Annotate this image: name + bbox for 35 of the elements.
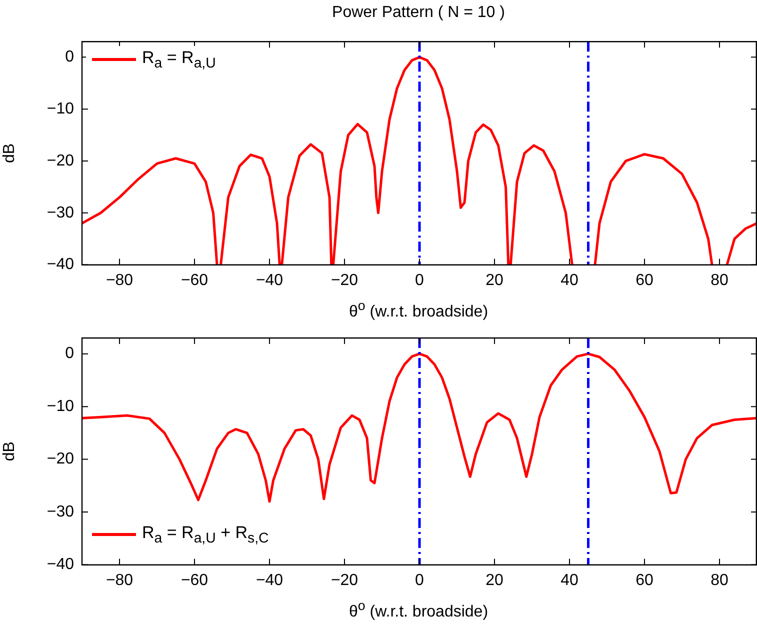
y-tick-label: −20 <box>46 450 74 468</box>
x-tick-label: 0 <box>415 272 424 289</box>
y-tick-label: −30 <box>46 204 74 222</box>
x-tick-label: −60 <box>180 572 208 589</box>
y-tick-label: −40 <box>46 256 74 274</box>
y-tick-label: −30 <box>46 503 74 520</box>
legend-label: R$_{a}$ = R$_{a,U}$ + R$_{s,C}$ <box>142 522 269 546</box>
x-tick-label: −80 <box>106 272 134 289</box>
x-tick-label: −80 <box>106 572 134 589</box>
x-tick-label: 0 <box>415 572 424 589</box>
y-tick-label: −40 <box>46 556 74 574</box>
x-tick-label: −60 <box>180 272 208 289</box>
x-tick-label: 80 <box>710 572 728 589</box>
y-tick-label: 0 <box>65 48 74 66</box>
legend-label: R$_{a}$ = R$_{a,U}$ <box>142 48 216 71</box>
x-tick-label: −40 <box>256 572 284 589</box>
x-tick-label: −40 <box>256 272 284 289</box>
y-tick-label: −20 <box>46 152 74 170</box>
y-tick-label: −10 <box>46 100 74 118</box>
x-tick-label: 40 <box>560 572 578 589</box>
chart-title: Power Pattern ( N = 10 ) <box>331 3 506 23</box>
y-axis-title: dB <box>1 442 18 462</box>
x-tick-label: 40 <box>560 272 578 289</box>
x-tick-label: 60 <box>636 272 654 289</box>
x-axis-title: θ$^{o}$ (w.r.t. broadside) <box>348 597 490 620</box>
y-axis-title: dB <box>1 143 18 163</box>
x-tick-label: 20 <box>486 572 504 589</box>
x-tick-label: 20 <box>486 272 504 289</box>
x-tick-label: 80 <box>710 272 728 289</box>
x-tick-label: 60 <box>636 572 654 589</box>
x-tick-label: −20 <box>330 272 358 289</box>
x-tick-label: −20 <box>330 572 358 589</box>
x-axis-title: θ$^{o}$ (w.r.t. broadside) <box>348 297 490 320</box>
y-tick-label: 0 <box>65 345 74 362</box>
y-tick-label: −10 <box>46 398 74 415</box>
